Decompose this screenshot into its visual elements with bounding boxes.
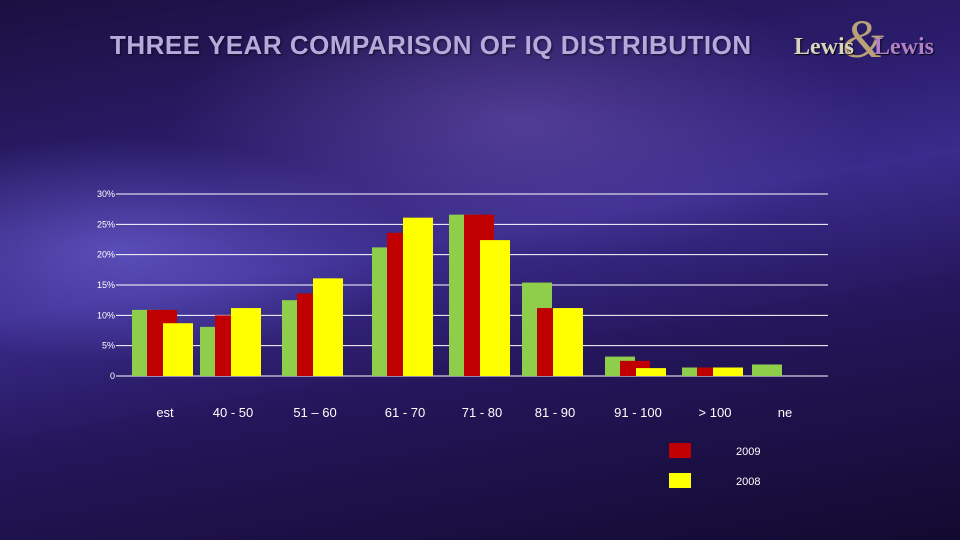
x-axis-categories: est 40 - 50 51 – 60 61 - 70 71 - 80 81 - 90 91… bbox=[156, 405, 792, 420]
y-tick-label: 20% bbox=[97, 250, 115, 260]
company-logo: & Lewis Lewis bbox=[790, 9, 950, 72]
logo-ampersand: & bbox=[842, 9, 885, 69]
bar-y-5 bbox=[553, 308, 583, 376]
x-category-label: 40 - 50 bbox=[213, 405, 253, 420]
bar-y-1 bbox=[231, 308, 261, 376]
legend-label: 2008 bbox=[736, 476, 760, 488]
bar-g-8 bbox=[752, 364, 782, 376]
logo-word-left: Lewis bbox=[794, 34, 854, 60]
bar-r-7 bbox=[697, 367, 727, 376]
bar-y-3 bbox=[403, 217, 433, 376]
bar-y-7 bbox=[713, 367, 743, 376]
x-category-label: 61 - 70 bbox=[385, 405, 425, 420]
x-category-label: 81 - 90 bbox=[535, 405, 575, 420]
legend-swatch bbox=[669, 443, 691, 458]
x-category-label: 71 - 80 bbox=[462, 405, 502, 420]
x-category-label: ne bbox=[778, 405, 792, 420]
bar-y-2 bbox=[313, 278, 343, 376]
bars bbox=[132, 214, 782, 376]
legend-swatch bbox=[669, 473, 691, 488]
y-tick-label: 0 bbox=[110, 371, 115, 381]
bar-y-4 bbox=[480, 240, 510, 376]
bar-y-6 bbox=[636, 368, 666, 376]
slide-title: THREE YEAR COMPARISON OF IQ DISTRIBUTION bbox=[110, 30, 752, 60]
logo-word-right: Lewis bbox=[874, 34, 934, 60]
y-tick-label: 15% bbox=[97, 280, 115, 290]
x-category-label: 91 - 100 bbox=[614, 405, 662, 420]
y-axis-ticks: 0 5% 10% 15% 20% 25% 30% bbox=[97, 189, 115, 381]
legend-label: 2009 bbox=[736, 446, 760, 458]
x-category-label: 51 – 60 bbox=[293, 405, 336, 420]
y-tick-label: 10% bbox=[97, 310, 115, 320]
bar-y-0 bbox=[163, 323, 193, 376]
x-category-label: > 100 bbox=[699, 405, 732, 420]
y-tick-label: 30% bbox=[97, 189, 115, 199]
y-tick-label: 25% bbox=[97, 219, 115, 229]
x-category-label: est bbox=[156, 405, 174, 420]
legend: 2009 2008 bbox=[669, 443, 760, 488]
y-tick-label: 5% bbox=[102, 341, 115, 351]
